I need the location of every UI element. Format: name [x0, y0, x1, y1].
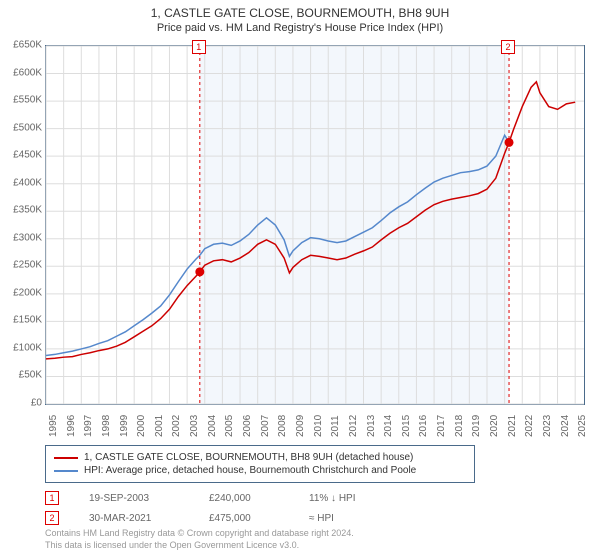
x-tick-label: 2011: [330, 415, 341, 437]
legend: 1, CASTLE GATE CLOSE, BOURNEMOUTH, BH8 9…: [45, 445, 475, 483]
x-tick-label: 1999: [119, 415, 130, 437]
x-tick-label: 1997: [83, 415, 94, 437]
series-layer: [46, 46, 584, 404]
transaction-row: 2 30-MAR-2021 £475,000 ≈ HPI: [45, 508, 585, 528]
x-tick-label: 2025: [577, 415, 588, 437]
footer-line: Contains HM Land Registry data © Crown c…: [45, 528, 354, 540]
y-tick-label: £350K: [2, 205, 42, 216]
x-tick-label: 2019: [471, 415, 482, 437]
chart-marker-2: 2: [501, 40, 515, 54]
x-tick-label: 2020: [489, 415, 500, 437]
y-tick-label: £600K: [2, 67, 42, 78]
legend-item-hpi: HPI: Average price, detached house, Bour…: [54, 464, 466, 477]
x-tick-label: 2021: [507, 415, 518, 437]
transaction-date: 19-SEP-2003: [89, 493, 179, 504]
y-tick-label: £650K: [2, 40, 42, 51]
y-tick-label: £400K: [2, 177, 42, 188]
transaction-date: 30-MAR-2021: [89, 513, 179, 524]
x-tick-label: 2000: [136, 415, 147, 437]
footer-line: This data is licensed under the Open Gov…: [45, 540, 354, 552]
y-tick-label: £100K: [2, 342, 42, 353]
x-tick-label: 2008: [277, 415, 288, 437]
x-tick-label: 2007: [260, 415, 271, 437]
legend-swatch: [54, 457, 78, 459]
y-tick-label: £200K: [2, 287, 42, 298]
footer: Contains HM Land Registry data © Crown c…: [45, 528, 354, 551]
page-title: 1, CASTLE GATE CLOSE, BOURNEMOUTH, BH8 9…: [0, 0, 600, 20]
x-tick-label: 2002: [171, 415, 182, 437]
x-tick-label: 2018: [454, 415, 465, 437]
y-tick-label: £250K: [2, 260, 42, 271]
legend-label: HPI: Average price, detached house, Bour…: [84, 465, 416, 476]
transaction-price: £475,000: [209, 513, 279, 524]
x-tick-label: 1996: [66, 415, 77, 437]
legend-item-property: 1, CASTLE GATE CLOSE, BOURNEMOUTH, BH8 9…: [54, 451, 466, 464]
y-tick-label: £500K: [2, 122, 42, 133]
y-tick-label: £550K: [2, 95, 42, 106]
x-tick-label: 2004: [207, 415, 218, 437]
x-tick-label: 2009: [295, 415, 306, 437]
transaction-pct: 11% ↓ HPI: [309, 493, 399, 504]
transaction-row: 1 19-SEP-2003 £240,000 11% ↓ HPI: [45, 488, 585, 508]
x-tick-label: 2013: [366, 415, 377, 437]
transaction-marker: 1: [45, 491, 59, 505]
plot-area: [45, 45, 585, 405]
transaction-price: £240,000: [209, 493, 279, 504]
x-tick-label: 2017: [436, 415, 447, 437]
x-tick-label: 2022: [524, 415, 535, 437]
x-tick-label: 2014: [383, 415, 394, 437]
x-tick-label: 2001: [154, 415, 165, 437]
x-tick-label: 2024: [560, 415, 571, 437]
x-tick-label: 2012: [348, 415, 359, 437]
y-tick-label: £150K: [2, 315, 42, 326]
x-tick-label: 2010: [313, 415, 324, 437]
page-subtitle: Price paid vs. HM Land Registry's House …: [0, 20, 600, 34]
y-tick-label: £50K: [2, 370, 42, 381]
x-tick-label: 2016: [418, 415, 429, 437]
x-tick-label: 2023: [542, 415, 553, 437]
x-tick-label: 2015: [401, 415, 412, 437]
y-tick-label: £450K: [2, 150, 42, 161]
x-tick-label: 2006: [242, 415, 253, 437]
transactions-table: 1 19-SEP-2003 £240,000 11% ↓ HPI 2 30-MA…: [45, 488, 585, 528]
x-tick-label: 2005: [224, 415, 235, 437]
chart-marker-1: 1: [192, 40, 206, 54]
y-tick-label: £300K: [2, 232, 42, 243]
chart-container: 1, CASTLE GATE CLOSE, BOURNEMOUTH, BH8 9…: [0, 0, 600, 560]
legend-swatch: [54, 470, 78, 472]
x-tick-label: 1995: [48, 415, 59, 437]
transaction-marker: 2: [45, 511, 59, 525]
x-tick-label: 2003: [189, 415, 200, 437]
legend-label: 1, CASTLE GATE CLOSE, BOURNEMOUTH, BH8 9…: [84, 452, 413, 463]
transaction-pct: ≈ HPI: [309, 513, 399, 524]
x-tick-label: 1998: [101, 415, 112, 437]
y-tick-label: £0: [2, 398, 42, 409]
